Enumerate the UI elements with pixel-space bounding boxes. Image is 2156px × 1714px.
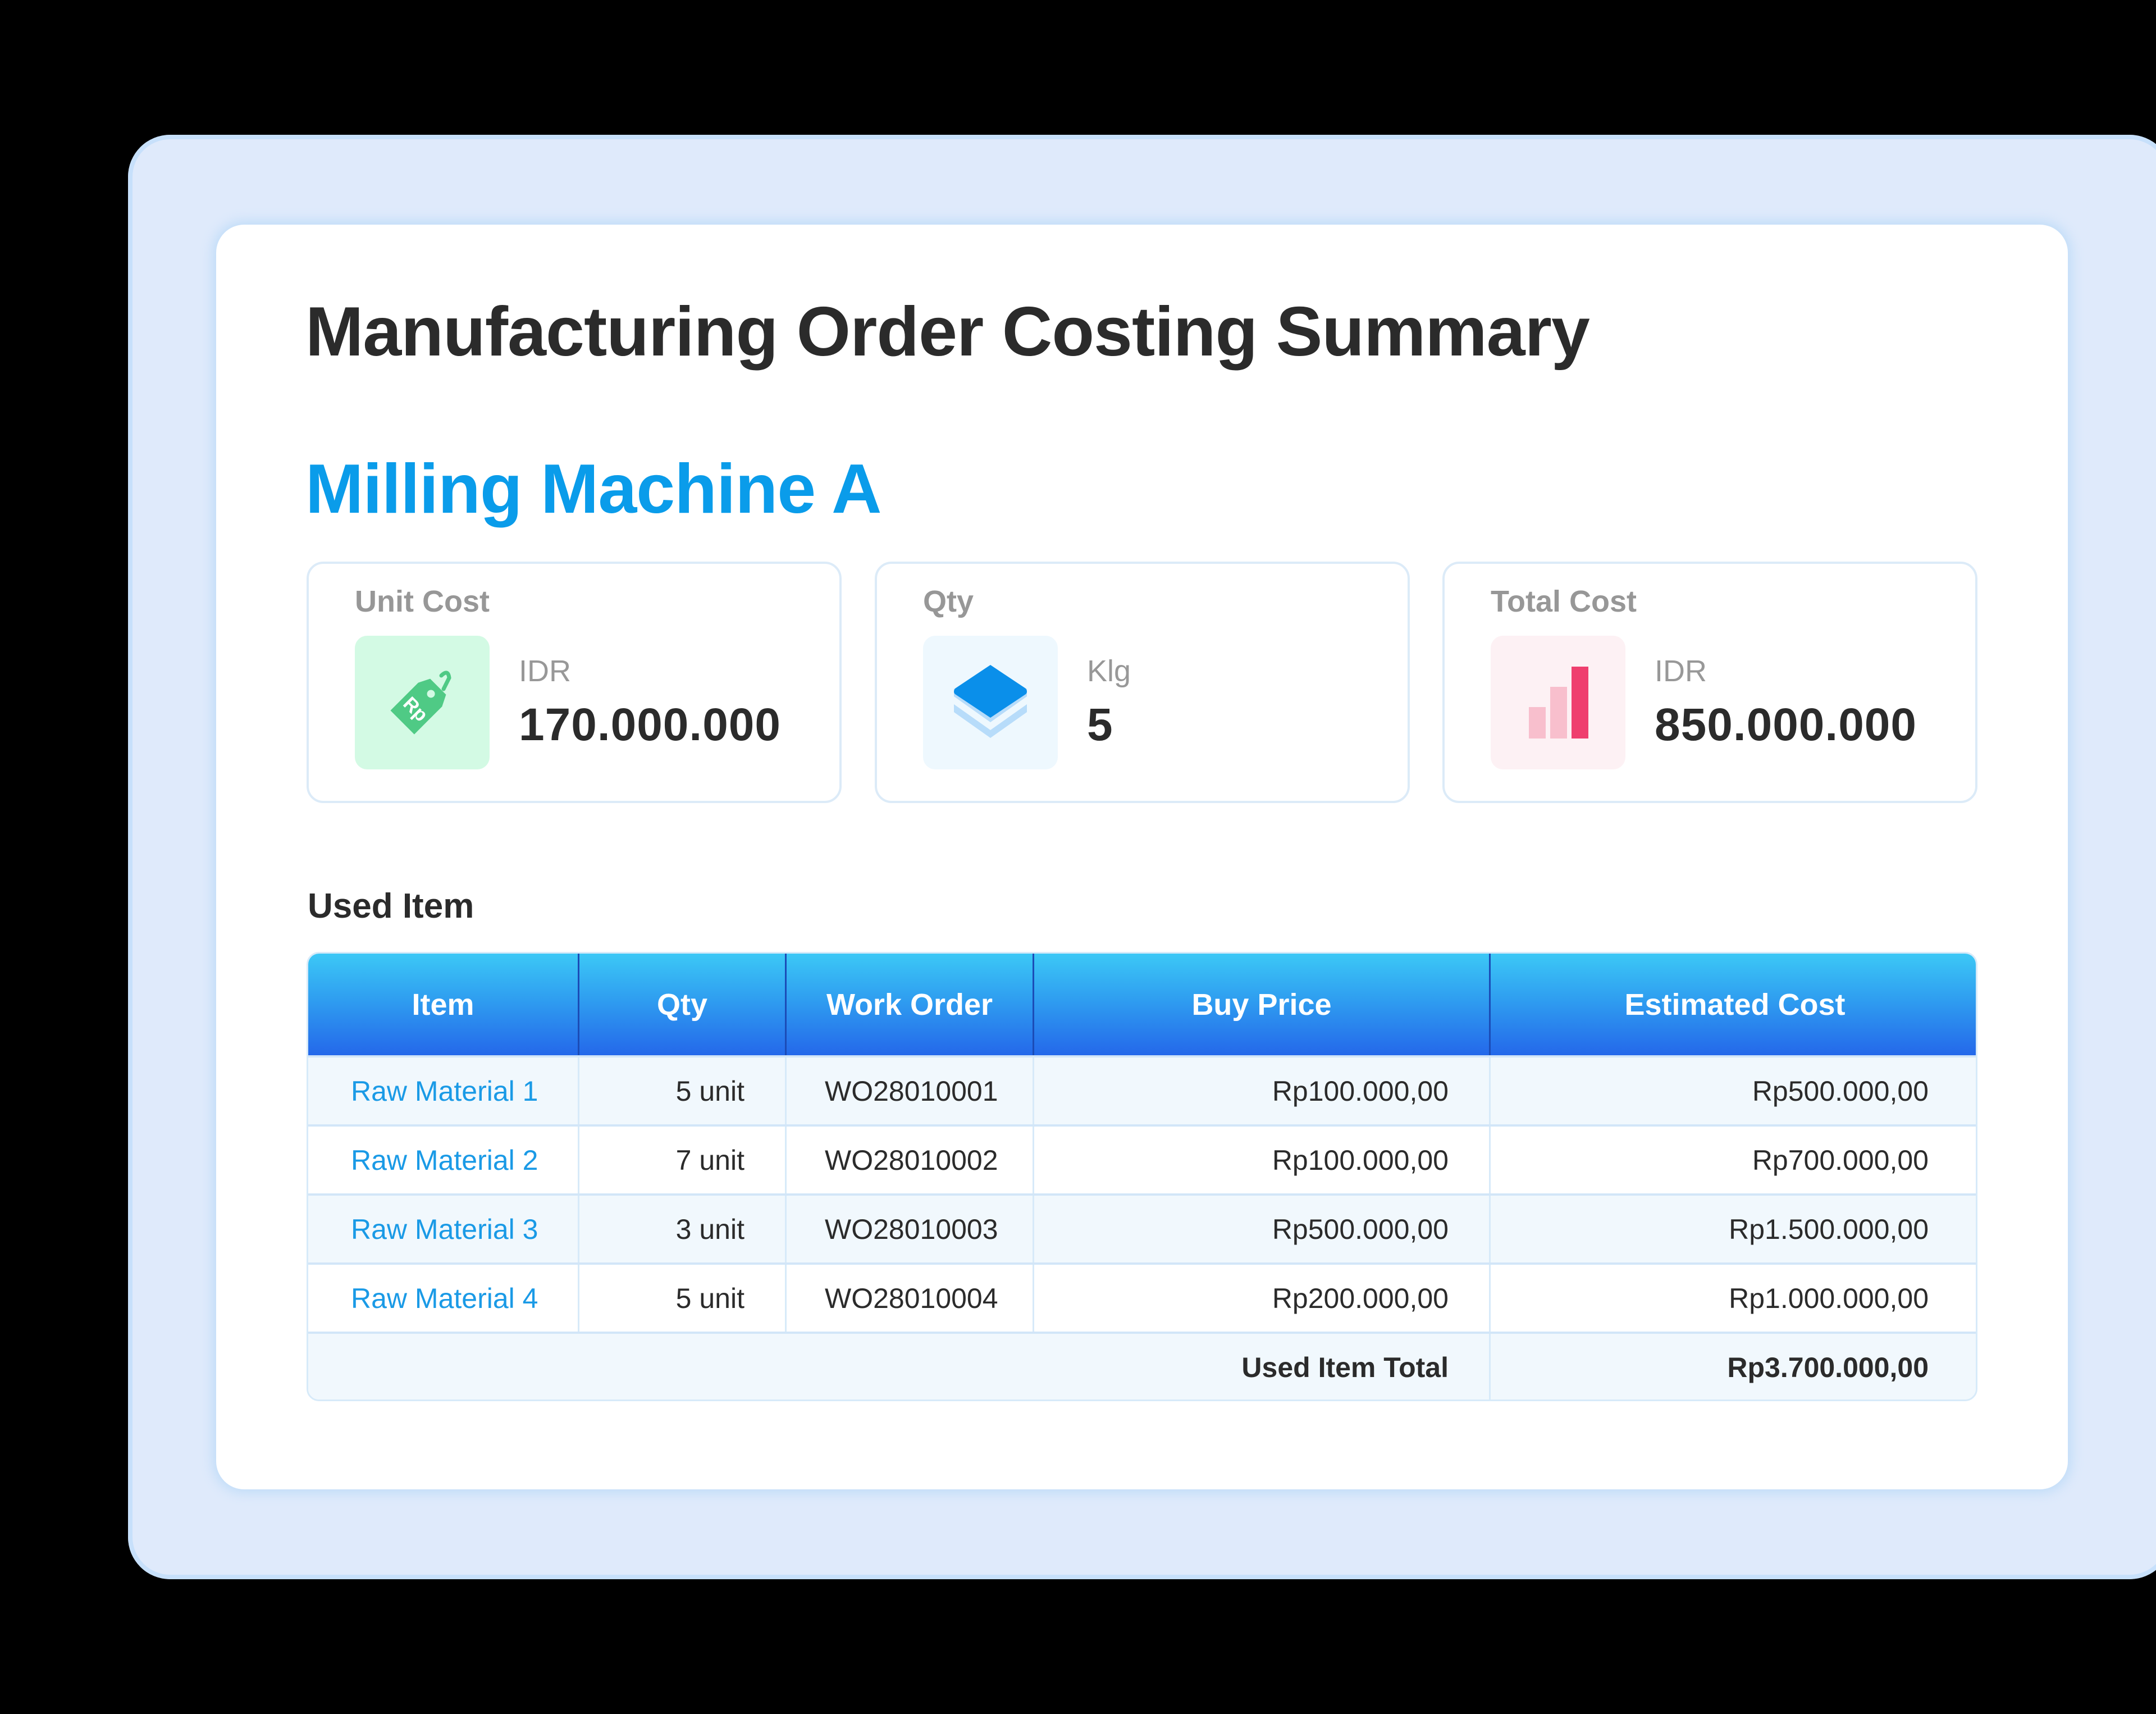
qty-cell: 5 unit — [579, 1057, 787, 1124]
buy-price-cell: Rp200.000,00 — [1034, 1265, 1491, 1332]
column-header-estimated-cost[interactable]: Estimated Cost — [1624, 987, 1846, 1022]
table-row: Raw Material 3 3 unit WO28010003 Rp500.0… — [308, 1193, 1976, 1262]
qty-cell: 7 unit — [579, 1127, 787, 1193]
item-link[interactable]: Raw Material 3 — [308, 1196, 579, 1262]
price-tag-icon: Rp — [355, 636, 490, 769]
total-label: Used Item Total — [308, 1334, 1491, 1400]
estimated-cost-cell: Rp1.500.000,00 — [1729, 1213, 1929, 1245]
table-row: Raw Material 4 5 unit WO28010004 Rp200.0… — [308, 1262, 1976, 1332]
stat-card-qty: Qty Klg 5 — [875, 562, 1410, 803]
stat-value: 850.000.000 — [1655, 699, 1917, 750]
stat-value: 5 — [1087, 699, 1113, 750]
estimated-cost-cell: Rp700.000,00 — [1752, 1144, 1929, 1176]
stat-unit: IDR — [519, 654, 571, 688]
stat-label: Total Cost — [1491, 585, 1637, 618]
layers-icon — [923, 636, 1058, 769]
used-items-table: Item Qty Work Order Buy Price Estimated … — [307, 952, 1977, 1401]
qty-cell: 5 unit — [579, 1265, 787, 1332]
buy-price-cell: Rp100.000,00 — [1034, 1057, 1491, 1124]
stat-card-total-cost: Total Cost IDR 850.000.000 — [1442, 562, 1977, 803]
table-total-row: Used Item Total Rp3.700.000,00 — [308, 1332, 1976, 1400]
table-row: Raw Material 2 7 unit WO28010002 Rp100.0… — [308, 1124, 1976, 1193]
table-row: Raw Material 1 5 unit WO28010001 Rp100.0… — [308, 1055, 1976, 1124]
item-link[interactable]: Raw Material 4 — [308, 1265, 579, 1332]
bar-chart-icon — [1491, 636, 1625, 769]
qty-cell: 3 unit — [579, 1196, 787, 1262]
work-order-cell: WO28010004 — [787, 1265, 1034, 1332]
total-value: Rp3.700.000,00 — [1727, 1351, 1929, 1383]
item-link[interactable]: Raw Material 1 — [308, 1057, 579, 1124]
column-header-item[interactable]: Item — [308, 954, 579, 1055]
work-order-cell: WO28010003 — [787, 1196, 1034, 1262]
item-link[interactable]: Raw Material 2 — [308, 1127, 579, 1193]
work-order-cell: WO28010002 — [787, 1127, 1034, 1193]
estimated-cost-cell: Rp500.000,00 — [1752, 1075, 1929, 1107]
stat-unit: Klg — [1087, 654, 1131, 688]
stat-value: 170.000.000 — [519, 699, 782, 750]
table-header: Item Qty Work Order Buy Price Estimated … — [308, 954, 1976, 1055]
used-item-heading: Used Item — [308, 887, 474, 926]
estimated-cost-cell: Rp1.000.000,00 — [1729, 1282, 1929, 1314]
column-header-work-order[interactable]: Work Order — [787, 954, 1034, 1055]
stat-label: Qty — [923, 585, 974, 618]
column-header-buy-price[interactable]: Buy Price — [1034, 954, 1491, 1055]
work-order-cell: WO28010001 — [787, 1057, 1034, 1124]
stat-card-unit-cost: Unit Cost Rp IDR 170.000.000 — [307, 562, 842, 803]
column-header-qty[interactable]: Qty — [579, 954, 787, 1055]
stat-label: Unit Cost — [355, 585, 490, 618]
buy-price-cell: Rp500.000,00 — [1034, 1196, 1491, 1262]
stat-unit: IDR — [1655, 654, 1707, 688]
page-title: Manufacturing Order Costing Summary — [305, 293, 1590, 371]
machine-name: Milling Machine A — [305, 450, 882, 528]
buy-price-cell: Rp100.000,00 — [1034, 1127, 1491, 1193]
